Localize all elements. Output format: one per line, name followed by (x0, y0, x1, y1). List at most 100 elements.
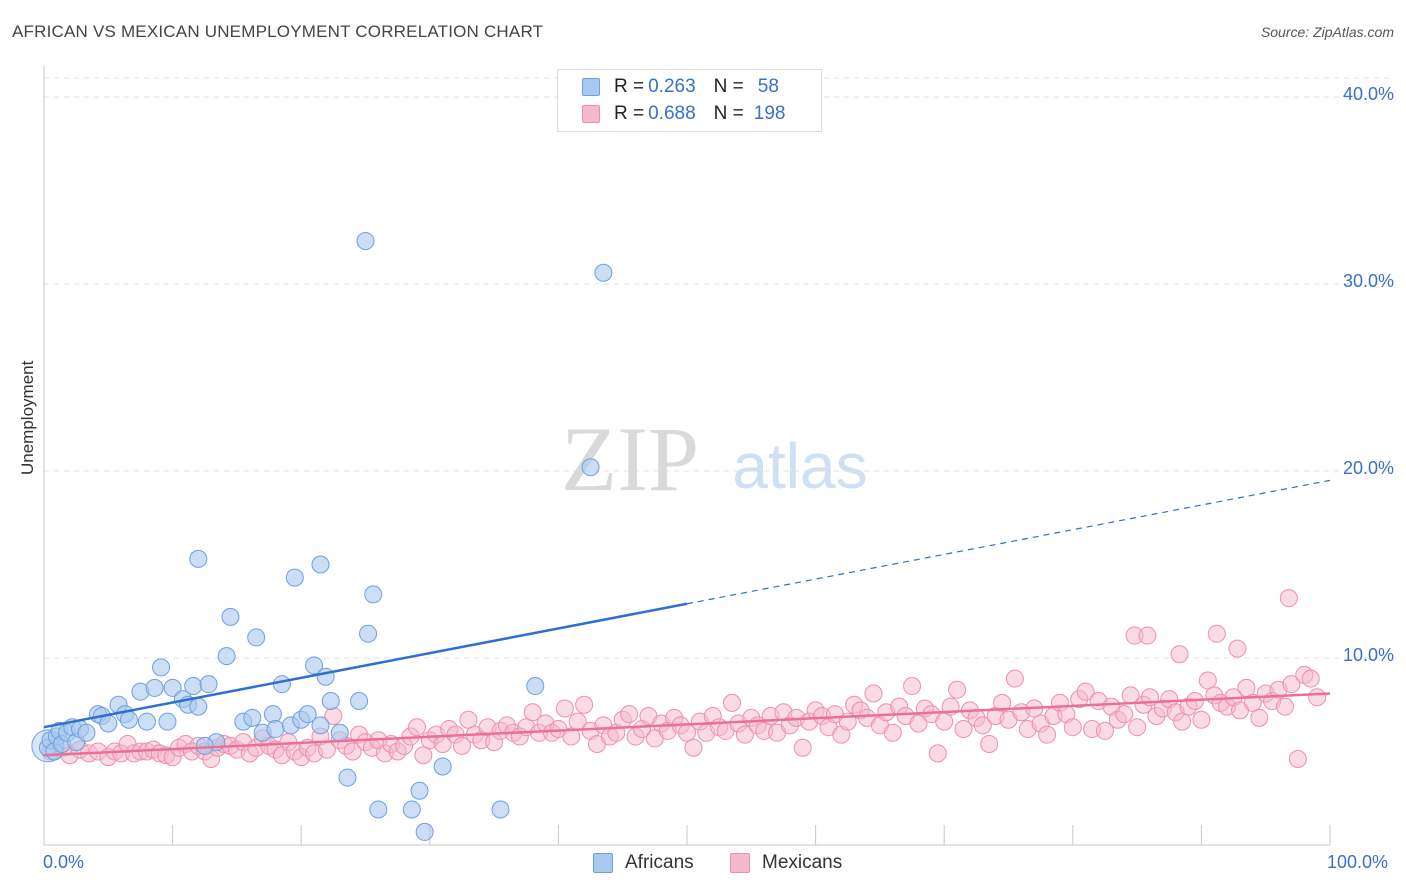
mexicans-point (452, 736, 471, 755)
mexicans-point (1076, 682, 1095, 701)
mexicans-point (793, 738, 812, 757)
africans-point (195, 736, 214, 755)
correlation-legend: R = 0.263 N = 58 R = 0.688 N = 198 (557, 69, 822, 132)
mexicans-point (1038, 725, 1057, 744)
africans-point (266, 720, 285, 739)
mexicans-point (620, 705, 639, 724)
mexicans-point (684, 738, 703, 757)
chart-title: AFRICAN VS MEXICAN UNEMPLOYMENT CORRELAT… (12, 22, 544, 41)
africans-point (321, 692, 340, 711)
africans-point (285, 568, 304, 587)
mexicans-point (414, 746, 433, 765)
africans-point (184, 677, 203, 696)
y-axis-title: Unemployment (18, 360, 37, 475)
mexicans-point (555, 699, 574, 718)
africans-legend-label: Africans (625, 852, 694, 873)
africans-point (137, 712, 156, 731)
africans-point (163, 678, 182, 697)
mexicans-point (407, 718, 426, 737)
y-tick-label: 30.0% (1342, 271, 1394, 291)
x-tick-label-max: 100.0% (1327, 852, 1389, 872)
mexicans-point (735, 725, 754, 744)
africans-n-value: 58 (757, 76, 779, 97)
mexicans-point (1275, 697, 1294, 716)
africans-point (410, 781, 429, 800)
mexicans-point (903, 677, 922, 696)
mexicans-point (1063, 718, 1082, 737)
africans-point (189, 549, 208, 568)
mexicans-point (864, 684, 883, 703)
grid-layer (44, 77, 1394, 659)
mexicans-point (1095, 721, 1114, 740)
legend-item-mexicans[interactable]: Mexicans (730, 852, 842, 874)
mexicans-point (1128, 718, 1147, 737)
africans-point (272, 675, 291, 694)
mexicans-r-value: 0.688 (648, 103, 696, 124)
mexicans-trend-line (43, 692, 1331, 757)
mexicans-point (954, 720, 973, 739)
africans-point (298, 705, 317, 724)
africans-point (359, 624, 378, 643)
africans-point (415, 822, 434, 841)
africans-trend-line (43, 602, 688, 729)
africans-point (491, 800, 510, 819)
mexicans-point (1308, 688, 1327, 707)
africans-point (594, 263, 613, 282)
watermark: ZIP atlas (561, 408, 868, 510)
africans-point (311, 716, 330, 735)
watermark-zip: ZIP (561, 408, 699, 510)
africans-r-value: 0.263 (648, 76, 696, 97)
y-tick-label: 20.0% (1342, 458, 1394, 478)
africans-point (330, 723, 349, 742)
africans-point (311, 555, 330, 574)
africans-point (217, 647, 236, 666)
y-tick-label: 10.0% (1342, 645, 1394, 665)
africans-point (356, 231, 375, 250)
africans-point (247, 628, 266, 647)
series-legend: Africans Mexicans (0, 852, 1406, 876)
africans-point (402, 800, 421, 819)
mexicans-point (973, 716, 992, 735)
mexicans-n-label: N = (713, 103, 744, 124)
africans-point (581, 458, 600, 477)
mexicans-point (1288, 749, 1307, 768)
africans-point (369, 800, 388, 819)
legend-row-mexicans: R = 0.688 N = 198 (582, 103, 785, 125)
mexicans-point (562, 727, 581, 746)
mexicans-point (523, 703, 542, 722)
legend-item-africans[interactable]: Africans (593, 852, 694, 874)
mexicans-point (1170, 645, 1189, 664)
mexicans-legend-label: Mexicans (762, 852, 843, 873)
africans-point (526, 677, 545, 696)
africans-point (189, 697, 208, 716)
mexicans-point (948, 680, 967, 699)
mexicans-n-value: 198 (753, 103, 786, 124)
mexicans-point (993, 693, 1012, 712)
africans-point (243, 708, 262, 727)
mexicans-point (459, 710, 478, 729)
watermark-atlas: atlas (732, 430, 867, 502)
mexicans-point (1192, 710, 1211, 729)
africans-legend-swatch (593, 853, 613, 873)
africans-point (221, 607, 240, 626)
y-tick-label: 40.0% (1342, 84, 1394, 104)
mexicans-point (980, 735, 999, 754)
mexicans-point (1005, 669, 1024, 688)
africans-point (158, 712, 177, 731)
africans-point (305, 656, 324, 675)
mexicans-point (1138, 626, 1157, 645)
legend-row-africans: R = 0.263 N = 58 (582, 76, 779, 98)
mexicans-point (909, 714, 928, 733)
trend-layer (43, 479, 1331, 757)
mexicans-point (1250, 708, 1269, 727)
mexicans-point (1282, 675, 1301, 694)
mexicans-point (935, 712, 954, 731)
africans-r-label: R = (614, 76, 645, 97)
mexicans-point (1237, 678, 1256, 697)
mexicans-point (1173, 712, 1192, 731)
mexicans-legend-swatch (730, 853, 750, 873)
mexicans-point (883, 723, 902, 742)
africans-point (364, 585, 383, 604)
mexicans-point (723, 693, 742, 712)
